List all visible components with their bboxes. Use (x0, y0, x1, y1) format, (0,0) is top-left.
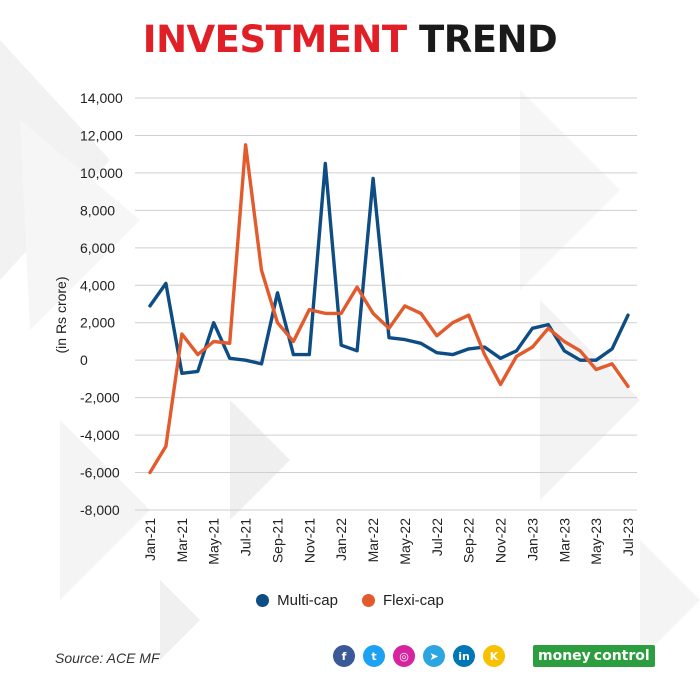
title-part-1: INVESTMENT (142, 18, 407, 61)
x-tick-label: Jul-22 (429, 518, 445, 556)
x-axis-ticks: Jan-21 Mar-21 May-21 Jul-21 Sep-21 Nov-21 Jan-… (142, 518, 636, 565)
series-line-flexi-cap (148, 143, 630, 475)
social-icons: f t ◎ ➤ in K (333, 645, 505, 667)
grid-lines (135, 97, 637, 511)
y-tick-label: 8,000 (80, 202, 115, 218)
x-tick-label: Nov-22 (493, 518, 509, 563)
x-tick-label: Jan-23 (524, 518, 540, 561)
x-tick-label: Jul-23 (620, 518, 636, 556)
x-tick-label: Jan-22 (333, 518, 349, 561)
legend-item-flexi-cap: Flexi-cap (362, 592, 444, 609)
logo-part-2: control (593, 645, 655, 667)
logo-part-1: money (533, 645, 594, 667)
legend-item-multi-cap: Multi-cap (256, 592, 338, 609)
legend-label-flexi-cap: Flexi-cap (383, 592, 444, 609)
x-tick-label: May-23 (588, 518, 604, 565)
x-tick-label: Mar-21 (174, 518, 190, 563)
x-tick-label: Jul-21 (238, 518, 254, 556)
y-axis-label: (in Rs crore) (53, 276, 69, 353)
x-tick-label: Jan-21 (142, 518, 158, 561)
chart-title: INVESTMENT TREND (0, 18, 700, 61)
y-tick-label: 14,000 (80, 90, 123, 106)
source-note: Source: ACE MF (55, 650, 160, 666)
y-tick-label: 10,000 (80, 165, 123, 181)
y-tick-label: -6,000 (80, 465, 120, 481)
y-tick-label: -4,000 (80, 427, 120, 443)
moneycontrol-logo[interactable]: money control (533, 645, 655, 667)
instagram-icon[interactable]: ◎ (393, 645, 415, 667)
x-tick-label: May-22 (397, 518, 413, 565)
y-axis-ticks: 14,000 12,000 10,000 8,000 6,000 4,000 2,000 0 -… (80, 90, 123, 518)
series-lines (148, 143, 630, 475)
x-tick-label: Mar-22 (365, 518, 381, 563)
facebook-icon[interactable]: f (333, 645, 355, 667)
x-tick-label: Sep-21 (269, 518, 285, 563)
y-tick-label: 12,000 (80, 127, 123, 143)
x-tick-label: Sep-22 (461, 518, 477, 563)
legend-swatch-multi-cap (256, 594, 270, 607)
x-tick-label: Mar-23 (556, 518, 572, 563)
y-tick-label: -2,000 (80, 390, 120, 406)
y-tick-label: 4,000 (80, 277, 115, 293)
koo-icon[interactable]: K (483, 645, 505, 667)
x-tick-label: Nov-21 (301, 518, 317, 563)
legend-label-multi-cap: Multi-cap (277, 592, 338, 609)
y-tick-label: -8,000 (80, 502, 120, 518)
y-tick-label: 0 (80, 352, 88, 368)
telegram-icon[interactable]: ➤ (423, 645, 445, 667)
legend-swatch-flexi-cap (362, 594, 375, 607)
x-tick-label: May-21 (206, 518, 222, 565)
linkedin-icon[interactable]: in (453, 645, 475, 667)
title-part-2: TREND (419, 18, 558, 61)
y-tick-label: 6,000 (80, 240, 115, 256)
series-line-multi-cap (148, 161, 630, 375)
twitter-icon[interactable]: t (363, 645, 385, 667)
y-tick-label: 2,000 (80, 315, 115, 331)
legend: Multi-cap Flexi-cap (0, 592, 700, 609)
